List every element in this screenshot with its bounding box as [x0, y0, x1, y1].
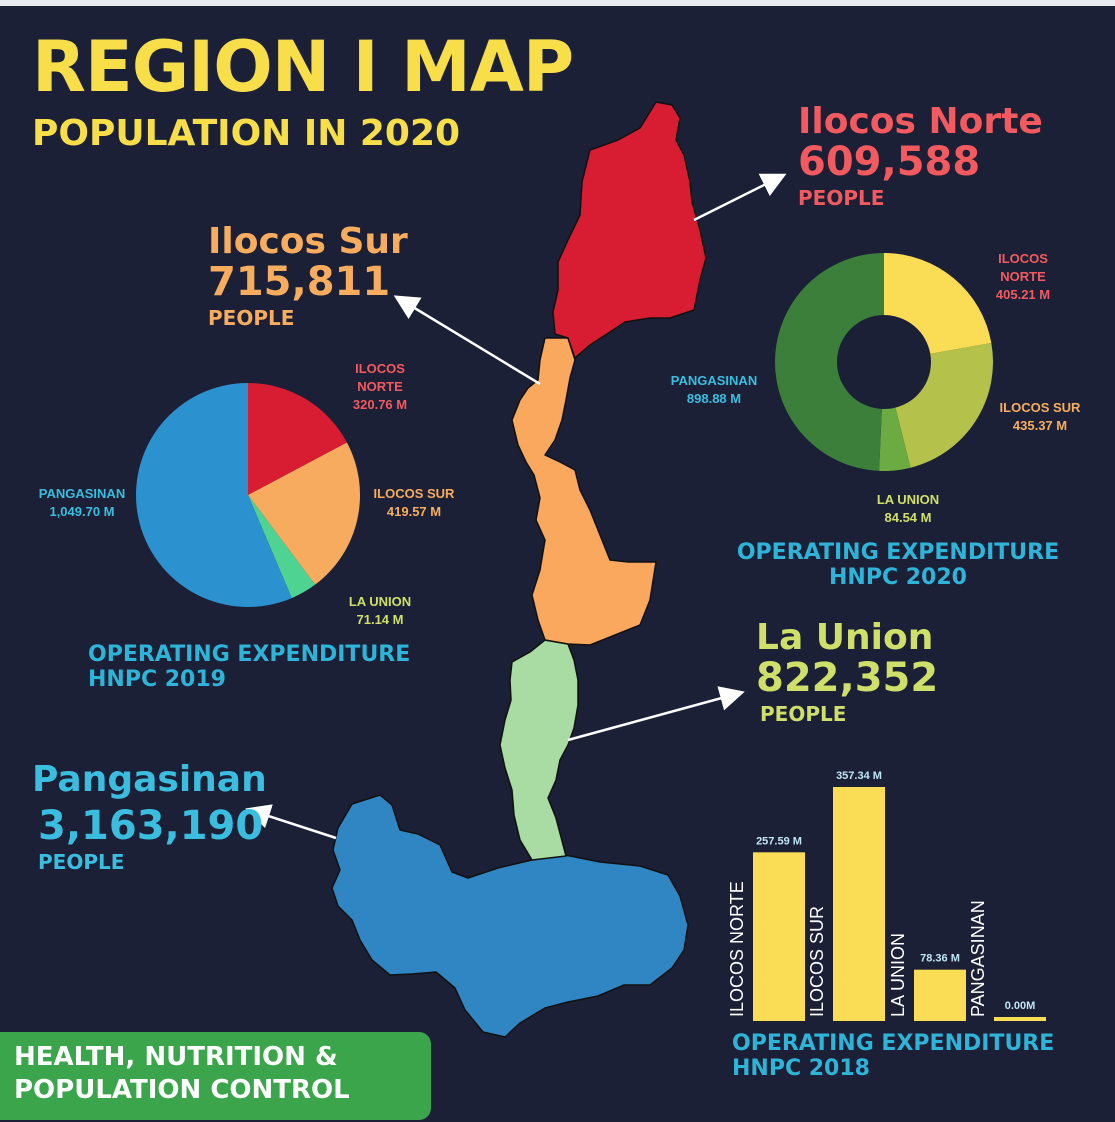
pie2019-label-pangasinan-l1: PANGASINAN [38, 486, 126, 501]
bar2018-value-ilocos-norte: 257.59 M [756, 835, 802, 847]
bar2018-bar-ilocos-sur [833, 787, 885, 1021]
pie2019-label-pangasinan: PANGASINAN 1,049.70 M [22, 485, 142, 521]
bar2018-category-pangasinan: PANGASINAN [968, 900, 988, 1017]
pie2019-label-ilocos-sur-l1: ILOCOS SUR [373, 486, 455, 501]
page-subtitle: POPULATION IN 2020 [32, 113, 461, 154]
donut2020-title-l1: OPERATING EXPENDITURE [736, 540, 1060, 565]
la-union-name: La Union [756, 617, 934, 658]
pie2019-label-ilocos-sur: ILOCOS SUR 419.57 M [354, 485, 474, 521]
bar2018-bar-la-union [914, 969, 966, 1021]
page-title: REGION I MAP [32, 26, 574, 108]
label-ilocos-norte: Ilocos Norte 609,588 PEOPLE [798, 101, 1043, 210]
pie2019-label-la-union-l1: LA UNION [348, 594, 412, 609]
pie2019-title-l2: HNPC 2019 [88, 667, 226, 692]
bar2018-title-l1: OPERATING EXPENDITURE [732, 1031, 1055, 1056]
donut2020-label-ilocos-norte-l2: NORTE [1000, 269, 1046, 284]
pie2019-label-ilocos-norte-l1: ILOCOS [355, 361, 405, 376]
pangasinan-population: 3,163,190 [38, 803, 264, 849]
badge-line-2: POPULATION CONTROL [14, 1075, 350, 1105]
bar2018-category-la-union: LA UNION [888, 933, 908, 1017]
donut2020-slice-ilocos-sur [895, 343, 994, 468]
bar-chart-2018: 257.59 M ILOCOS NORTE 357.34 M ILOCOS SUR 78… [727, 770, 1046, 1021]
donut2020-label-la-union-l1: LA UNION [876, 492, 940, 507]
donut2020-slice-la-union [879, 407, 911, 471]
bar2018-title-l2: HNPC 2018 [732, 1056, 870, 1081]
ilocos-sur-unit: PEOPLE [208, 306, 295, 330]
donut2020-label-la-union-l2: 84.54 M [884, 510, 932, 525]
ilocos-norte-unit: PEOPLE [798, 186, 885, 210]
ilocos-sur-name: Ilocos Sur [208, 221, 408, 262]
bar2018-value-la-union: 78.36 M [920, 953, 960, 965]
donut2020-label-pangasinan: PANGASINAN 898.88 M [654, 372, 774, 408]
pie2019-slice-pangasinan [136, 383, 292, 607]
map-ilocos-norte[interactable] [552, 101, 707, 359]
donut2020-label-ilocos-sur: ILOCOS SUR 435.37 M [980, 399, 1100, 435]
la-union-population: 822,352 [756, 655, 939, 701]
donut2020-slice-pangasinan [774, 253, 884, 471]
top-strip [0, 0, 1115, 6]
donut2020-label-ilocos-norte-l3: 405.21 M [995, 287, 1051, 302]
ilocos-norte-name: Ilocos Norte [798, 101, 1043, 142]
donut-chart-2020 [774, 253, 994, 471]
program-badge: HEALTH, NUTRITION & POPULATION CONTROL [0, 1032, 431, 1120]
donut2020-label-pangasinan-l1: PANGASINAN [670, 373, 758, 388]
pie2019-label-ilocos-norte-l2: NORTE [357, 379, 403, 394]
donut2020-label-ilocos-sur-l2: 435.37 M [1012, 418, 1068, 433]
pie2019-label-ilocos-norte: ILOCOS NORTE 320.76 M [320, 360, 440, 414]
donut2020-title: OPERATING EXPENDITURE HNPC 2020 [726, 540, 1070, 590]
bar2018-value-ilocos-sur: 357.34 M [836, 770, 882, 782]
map-la-union[interactable] [499, 639, 579, 861]
donut2020-title-l2: HNPC 2020 [829, 565, 967, 590]
donut2020-label-ilocos-norte-l1: ILOCOS [998, 251, 1048, 266]
map-pangasinan[interactable] [331, 794, 689, 1038]
pie2019-label-ilocos-norte-l3: 320.76 M [352, 397, 408, 412]
bar2018-value-pangasinan: 0.00M [1005, 1000, 1036, 1012]
bar2018-category-ilocos-norte: ILOCOS NORTE [727, 881, 747, 1017]
ilocos-sur-population: 715,811 [208, 259, 391, 305]
pangasinan-name: Pangasinan [32, 759, 267, 800]
bar2018-bar-pangasinan [994, 1017, 1046, 1021]
pie2019-label-la-union: LA UNION 71.14 M [320, 593, 440, 629]
donut2020-label-ilocos-norte: ILOCOS NORTE 405.21 M [963, 250, 1083, 304]
arrow-ilocos-norte [693, 173, 787, 222]
pie2019-title: OPERATING EXPENDITURE HNPC 2019 [88, 642, 410, 692]
label-pangasinan: Pangasinan 3,163,190 PEOPLE [32, 759, 267, 874]
pie2019-slice-ilocos-sur [248, 442, 361, 585]
bar2018-title: OPERATING EXPENDITURE HNPC 2018 [732, 1031, 1054, 1081]
pie2019-slice-ilocos-norte [248, 383, 347, 495]
arrow-ilocos-sur [393, 295, 541, 386]
pie2019-title-l1: OPERATING EXPENDITURE [88, 642, 411, 667]
map-ilocos-sur[interactable] [511, 337, 657, 646]
donut2020-label-la-union: LA UNION 84.54 M [848, 491, 968, 527]
donut2020-label-pangasinan-l2: 898.88 M [686, 391, 742, 406]
la-union-unit: PEOPLE [760, 702, 847, 726]
ilocos-norte-population: 609,588 [798, 139, 981, 185]
pie2019-label-la-union-l2: 71.14 M [356, 612, 404, 627]
pie-chart-2019 [136, 383, 361, 607]
arrow-pangasinan [245, 804, 337, 840]
badge-line-1: HEALTH, NUTRITION & [14, 1042, 338, 1072]
donut2020-slice-ilocos-norte [884, 253, 992, 354]
pie2019-slice-la-union [248, 495, 316, 599]
label-la-union: La Union 822,352 PEOPLE [756, 617, 939, 726]
pie2019-label-pangasinan-l2: 1,049.70 M [49, 504, 115, 519]
donut2020-label-ilocos-sur-l1: ILOCOS SUR [999, 400, 1081, 415]
arrow-la-union [567, 686, 745, 742]
label-ilocos-sur: Ilocos Sur 715,811 PEOPLE [208, 221, 408, 330]
pie2019-label-ilocos-sur-l2: 419.57 M [386, 504, 442, 519]
bar2018-bar-ilocos-norte [753, 852, 805, 1021]
bar2018-category-ilocos-sur: ILOCOS SUR [807, 906, 827, 1017]
pangasinan-unit: PEOPLE [38, 850, 125, 874]
